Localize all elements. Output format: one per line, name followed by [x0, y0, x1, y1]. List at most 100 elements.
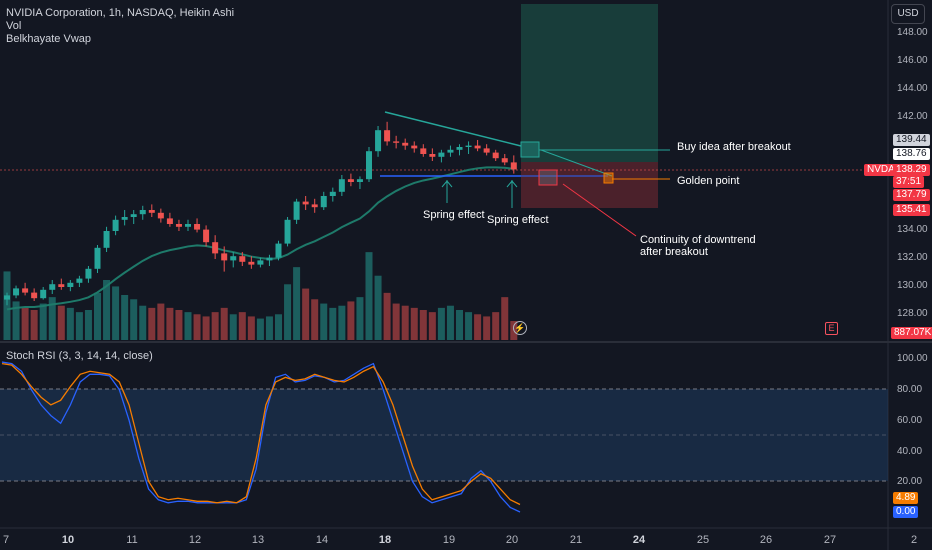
candle-body[interactable] — [230, 256, 237, 261]
candle-body[interactable] — [438, 152, 445, 157]
volume-bar — [492, 312, 500, 340]
candle-body[interactable] — [347, 179, 354, 182]
candle-body[interactable] — [221, 253, 228, 261]
candle-body[interactable] — [130, 214, 137, 217]
time-label: 13 — [251, 534, 265, 546]
volume-bar — [229, 314, 237, 340]
continuity-label-1[interactable]: Continuity of downtrend — [640, 234, 756, 246]
candle-body[interactable] — [510, 162, 517, 170]
candle-body[interactable] — [22, 288, 29, 293]
candle-body[interactable] — [175, 224, 182, 227]
volume-bar — [39, 303, 47, 340]
candle-body[interactable] — [384, 130, 391, 142]
candle-body[interactable] — [284, 219, 291, 244]
trendline[interactable] — [384, 111, 522, 147]
candle-body[interactable] — [492, 152, 499, 159]
candle-body[interactable] — [67, 282, 74, 287]
volume-bar — [157, 303, 165, 340]
candle-body[interactable] — [13, 288, 20, 296]
golden-point-marker[interactable] — [603, 172, 614, 184]
volume-bars — [3, 252, 518, 340]
buy-connector[interactable] — [540, 149, 613, 177]
candle-body[interactable] — [474, 145, 481, 149]
candle-body[interactable] — [465, 145, 472, 147]
candle-body[interactable] — [356, 179, 363, 182]
volume-bar — [12, 301, 20, 340]
candle-body[interactable] — [429, 154, 436, 157]
candle-body[interactable] — [58, 284, 65, 287]
continuity-arrow-line[interactable] — [562, 183, 637, 237]
candle-body[interactable] — [194, 224, 201, 230]
candle-body[interactable] — [456, 147, 463, 150]
candle-body[interactable] — [483, 148, 490, 153]
candle-body[interactable] — [139, 210, 146, 215]
candle-body[interactable] — [185, 224, 191, 227]
candle-body[interactable] — [402, 142, 409, 146]
candles[interactable] — [4, 121, 517, 306]
candle-body[interactable] — [76, 278, 83, 283]
candle-body[interactable] — [275, 243, 282, 258]
time-label: 21 — [569, 534, 583, 546]
candle-body[interactable] — [212, 242, 219, 254]
volume-bar — [21, 307, 29, 340]
volume-bar — [66, 307, 74, 340]
candle-body[interactable] — [112, 219, 119, 231]
candle-body[interactable] — [266, 257, 273, 261]
candle-body[interactable] — [157, 212, 164, 219]
candle-body[interactable] — [166, 218, 173, 224]
candle-body[interactable] — [257, 260, 264, 265]
candle-body[interactable] — [49, 284, 56, 290]
rsi-k-tag: 4.89 — [893, 492, 919, 504]
rsi-legend[interactable]: Stoch RSI (3, 3, 14, 14, close) — [6, 350, 153, 362]
price-tick: 144.00 — [897, 83, 928, 94]
candle-body[interactable] — [121, 217, 128, 220]
candle-body[interactable] — [94, 247, 101, 269]
spring-arrowhead-1 — [441, 180, 453, 188]
symbol-title[interactable]: NVIDIA Corporation, 1h, NASDAQ, Heikin A… — [6, 7, 235, 19]
candle-body[interactable] — [366, 151, 372, 180]
volume-indicator-label[interactable]: Vol — [6, 20, 22, 32]
candle-body[interactable] — [248, 261, 255, 265]
profit-zone[interactable] — [521, 4, 658, 162]
candle-body[interactable] — [501, 158, 508, 163]
golden-point-label[interactable]: Golden point — [677, 175, 740, 187]
candle-body[interactable] — [329, 191, 336, 196]
candle-body[interactable] — [420, 148, 427, 154]
candle-body[interactable] — [375, 130, 382, 152]
bolt-icon[interactable]: ⚡ — [513, 321, 527, 335]
time-label: 12 — [188, 534, 202, 546]
vwap-indicator-label[interactable]: Belkhayate Vwap — [6, 33, 91, 45]
candle-body[interactable] — [447, 149, 454, 153]
candle-body[interactable] — [411, 145, 418, 149]
candle-body[interactable] — [302, 201, 309, 205]
earnings-icon[interactable]: E — [825, 322, 838, 335]
candle-body[interactable] — [85, 268, 92, 279]
last-price-tag: 138.29 — [893, 164, 930, 176]
candle-body[interactable] — [338, 179, 345, 192]
candle-body[interactable] — [40, 289, 47, 299]
breakout-box[interactable] — [538, 169, 558, 186]
candle-body[interactable] — [393, 141, 400, 143]
time-label: 19 — [442, 534, 456, 546]
stop-price-tag: 135.41 — [893, 204, 930, 216]
buy-idea-label[interactable]: Buy idea after breakout — [677, 141, 791, 153]
spring-effect-label-1[interactable]: Spring effect — [423, 209, 485, 221]
candle-body[interactable] — [311, 204, 318, 208]
currency-button[interactable]: USD — [891, 4, 925, 24]
spring-effect-label-2[interactable]: Spring effect — [487, 214, 549, 226]
candle-body[interactable] — [239, 256, 246, 262]
volume-bar — [84, 310, 92, 340]
buy-box[interactable] — [520, 141, 540, 158]
candle-body[interactable] — [31, 292, 38, 299]
continuity-label-2[interactable]: after breakout — [640, 246, 708, 258]
rsi-tick: 100.00 — [897, 353, 928, 364]
candle-body[interactable] — [103, 231, 110, 248]
rsi-tick: 60.00 — [897, 415, 923, 426]
candle-body[interactable] — [203, 229, 210, 243]
candle-body[interactable] — [4, 295, 10, 300]
candle-body[interactable] — [293, 201, 300, 220]
candle-body[interactable] — [148, 210, 155, 213]
candle-body[interactable] — [320, 196, 327, 208]
time-label: 10 — [61, 534, 75, 546]
